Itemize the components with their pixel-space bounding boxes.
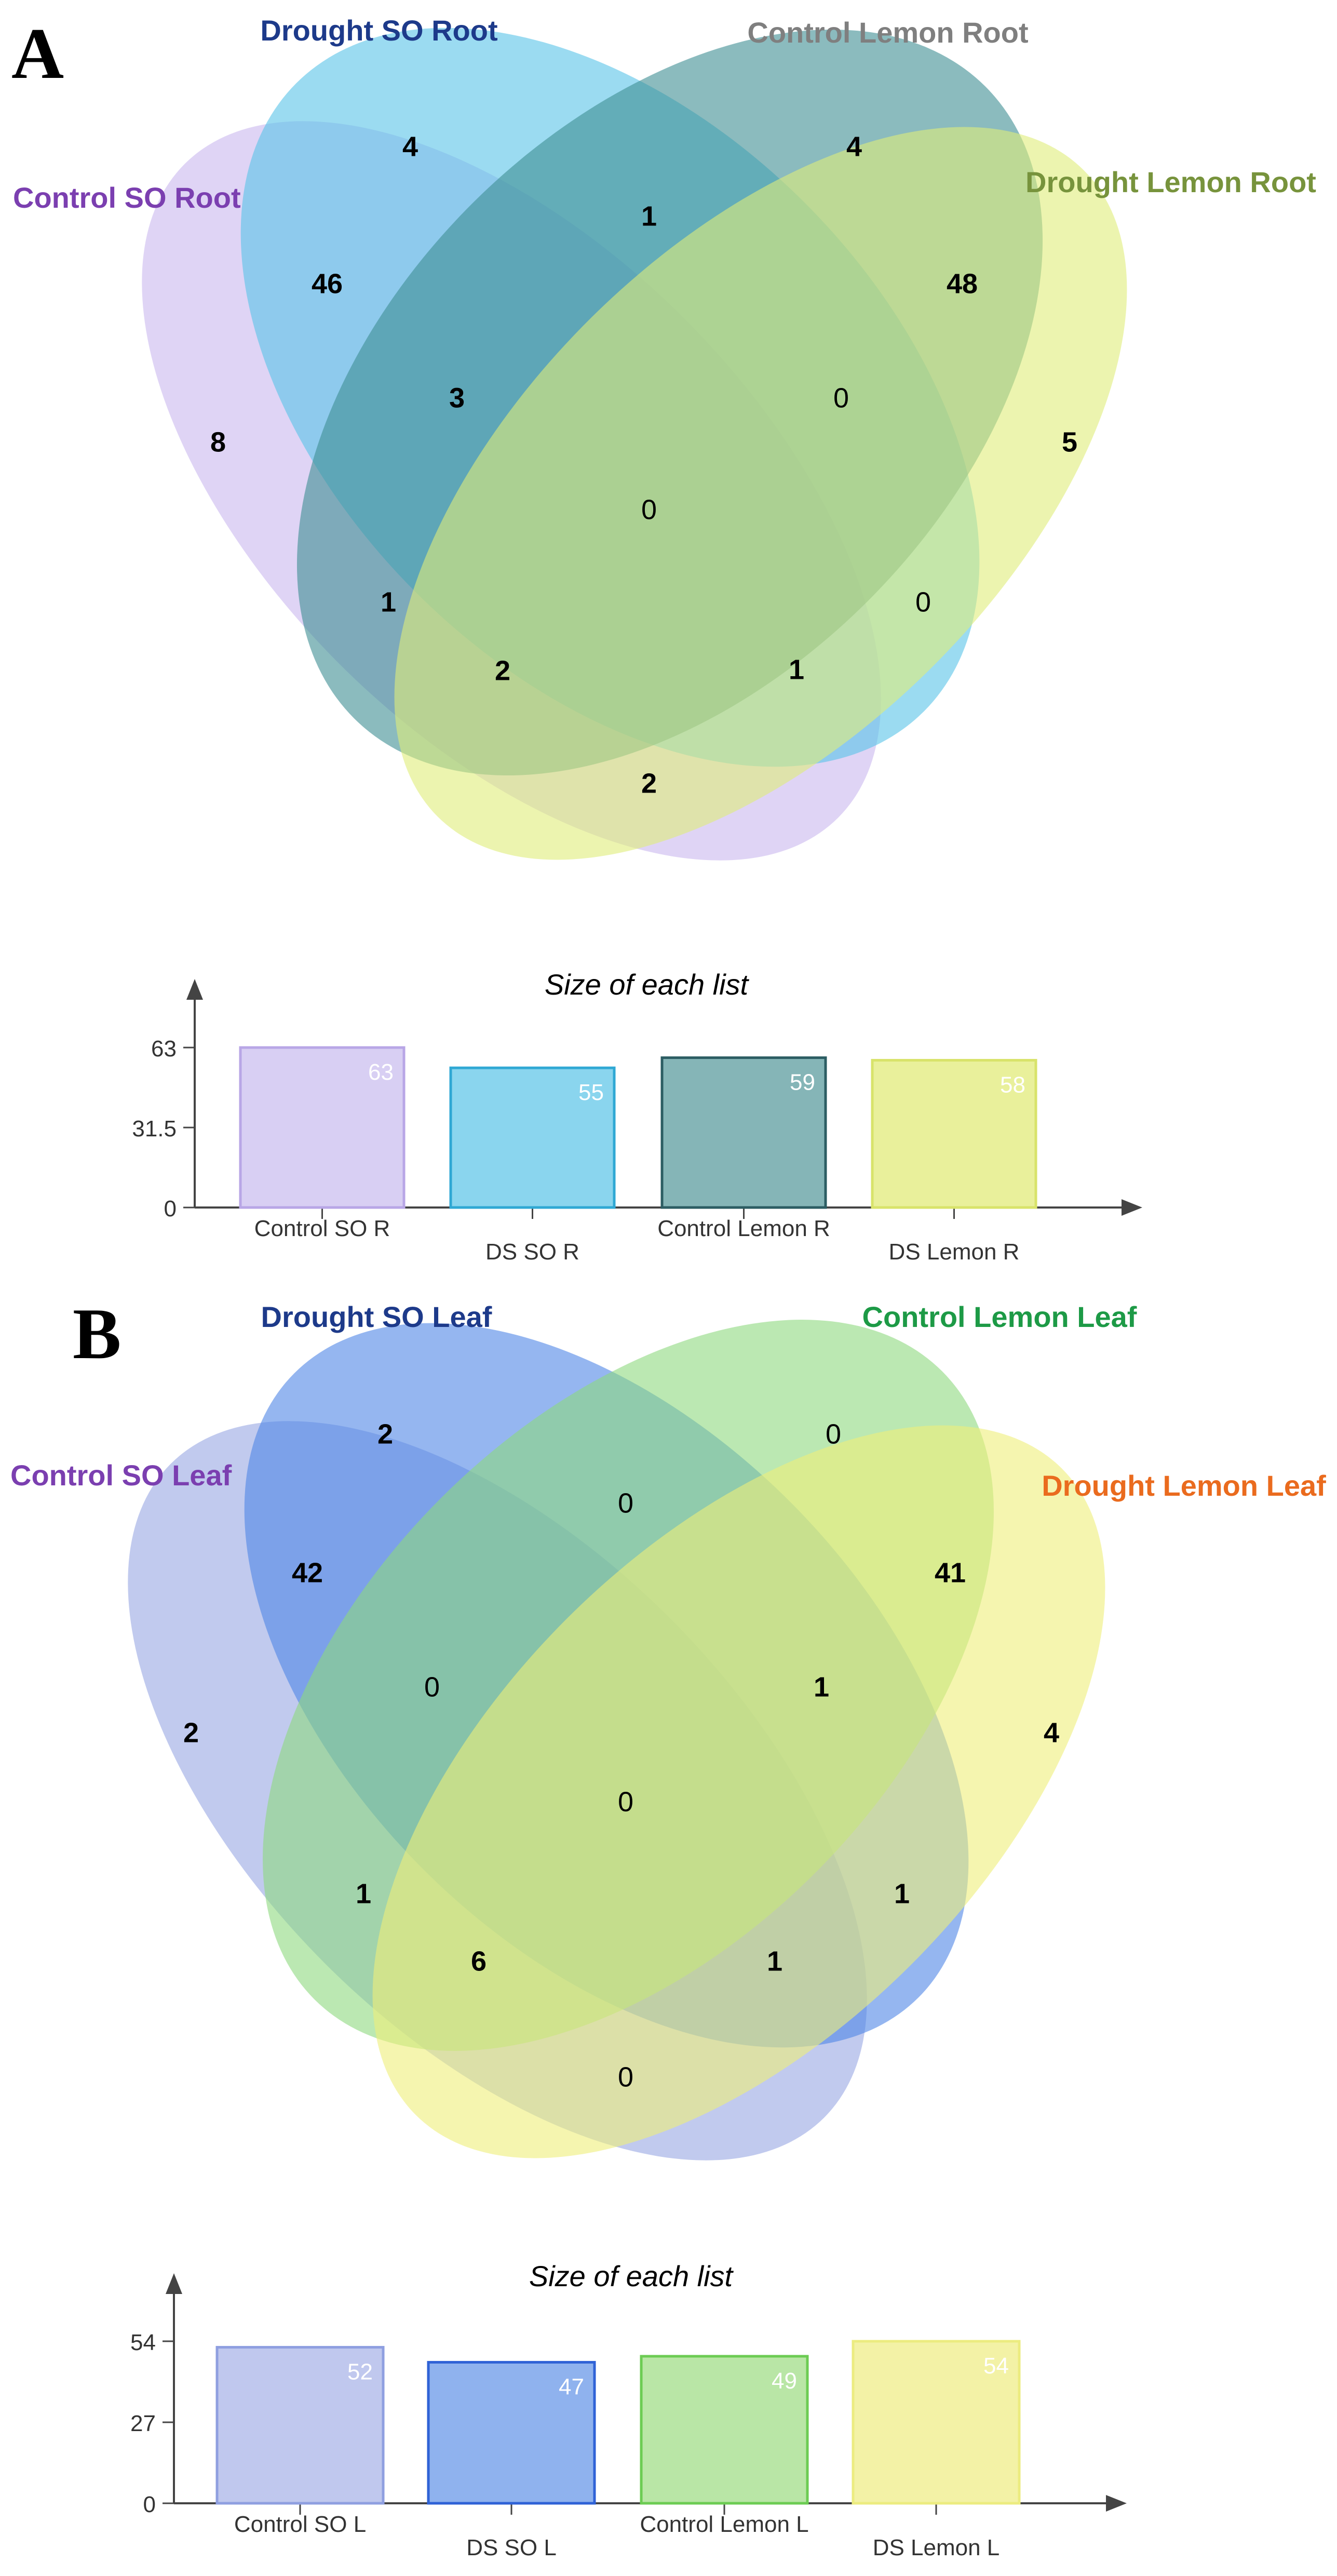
bar-chart-leaf-sizes: Size of each list 54 27 0 Control SO L DS SO… — [130, 2260, 1127, 2560]
venn-region-count: 0 — [618, 1786, 633, 1817]
bar-control-lemon-r — [660, 1056, 827, 1209]
y-tick-label: 0 — [143, 2492, 156, 2517]
venn-region-count: 2 — [495, 655, 510, 686]
venn-region-count: 1 — [767, 1946, 782, 1977]
bar-control-so-l — [215, 2346, 385, 2505]
y-tick-label: 63 — [151, 1036, 177, 1062]
y-tick-label: 54 — [130, 2330, 156, 2355]
x-axis-arrow — [1122, 1199, 1142, 1216]
bar-chart-root-sizes: Size of each list 63 31.5 0 Control SO R DS … — [132, 968, 1142, 1265]
x-tick-label: Control SO L — [234, 2512, 366, 2537]
venn-region-count: 46 — [312, 268, 343, 299]
venn-set-drought-lemon-leaf — [372, 1425, 1105, 2158]
bar-chart-title: Size of each list — [545, 968, 750, 1001]
x-tick-label: DS Lemon L — [873, 2535, 1000, 2560]
venn-region-count: 2 — [641, 768, 657, 799]
venn-region-count: 0 — [618, 1487, 633, 1519]
venn-region-count: 2 — [183, 1717, 199, 1748]
venn-region-count: 4 — [846, 131, 862, 162]
venn-region-count: 1 — [814, 1671, 829, 1702]
venn-region-count: 4 — [402, 131, 418, 162]
bar-value-label: 55 — [578, 1080, 604, 1105]
venn-region-count: 0 — [833, 382, 849, 413]
bar-value-label: 63 — [368, 1059, 394, 1085]
x-tick-label: DS SO L — [466, 2535, 557, 2560]
bar-value-label: 47 — [559, 2374, 584, 2399]
x-tick-label: Control Lemon L — [640, 2512, 808, 2537]
venn-region-count: 0 — [618, 2061, 633, 2092]
venn-diagram-leaf: Control SO Leaf Drought SO Leaf Control Le… — [10, 1300, 1326, 2161]
venn-set-label: Control SO Root — [13, 181, 241, 214]
bar-value-label: 59 — [790, 1070, 815, 1095]
x-tick-label: Control Lemon R — [657, 1216, 830, 1241]
venn-region-count: 0 — [424, 1671, 440, 1702]
venn-diagram-root: Control SO Root Drought SO Root Control Le… — [13, 14, 1316, 861]
venn-region-count: 1 — [641, 200, 657, 232]
venn-region-count: 1 — [894, 1878, 910, 1909]
x-tick-label: Control SO R — [254, 1216, 390, 1241]
bar-value-label: 49 — [772, 2368, 797, 2394]
venn-region-count: 1 — [381, 586, 396, 618]
bar-value-label: 58 — [1000, 1072, 1025, 1097]
y-axis-arrow — [166, 2273, 182, 2294]
venn-region-count: 0 — [641, 494, 657, 525]
y-tick-label: 27 — [130, 2411, 156, 2436]
venn-set-label: Drought SO Root — [260, 14, 497, 47]
venn-region-count: 5 — [1062, 426, 1077, 458]
venn-region-count: 8 — [210, 426, 226, 458]
bar-ds-lemon-r — [871, 1058, 1037, 1209]
y-tick-label: 0 — [164, 1196, 177, 1222]
x-tick-label: DS Lemon R — [889, 1239, 1020, 1265]
x-tick-label: DS SO R — [485, 1239, 579, 1265]
venn-region-count: 0 — [826, 1418, 841, 1450]
bar-value-label: 54 — [983, 2353, 1009, 2379]
venn-set-label: Control SO Leaf — [10, 1459, 232, 1492]
bar-chart-title: Size of each list — [529, 2260, 734, 2292]
venn-region-count: 2 — [377, 1418, 393, 1450]
venn-set-label: Drought SO Leaf — [261, 1300, 492, 1333]
venn-region-count: 3 — [449, 382, 465, 413]
venn-region-count: 4 — [1044, 1717, 1059, 1748]
bar-ds-so-r — [449, 1066, 616, 1209]
venn-set-label: Control Lemon Root — [747, 16, 1028, 49]
bar-value-label: 52 — [347, 2359, 373, 2385]
y-axis-arrow — [186, 979, 203, 1000]
panel-label-a: A — [11, 14, 64, 94]
venn-region-count: 1 — [356, 1878, 371, 1909]
panel-label-b: B — [73, 1294, 121, 1374]
venn-set-label: Drought Lemon Root — [1025, 166, 1316, 198]
venn-region-count: 6 — [471, 1946, 487, 1977]
x-axis-arrow — [1106, 2495, 1127, 2512]
venn-region-count: 41 — [935, 1557, 966, 1588]
venn-set-label: Drought Lemon Leaf — [1042, 1469, 1326, 1502]
bar-ds-lemon-l — [852, 2340, 1021, 2505]
venn-region-count: 42 — [292, 1557, 323, 1588]
venn-region-count: 48 — [947, 268, 978, 299]
bar-control-lemon-l — [640, 2355, 809, 2505]
bar-ds-so-l — [427, 2360, 596, 2505]
venn-region-count: 0 — [915, 586, 931, 618]
venn-set-drought-lemon-root — [394, 127, 1127, 860]
venn-set-label: Control Lemon Leaf — [862, 1300, 1137, 1333]
bar-control-so-r — [239, 1046, 406, 1209]
venn-region-count: 1 — [789, 654, 804, 685]
y-tick-label: 31.5 — [132, 1116, 177, 1142]
